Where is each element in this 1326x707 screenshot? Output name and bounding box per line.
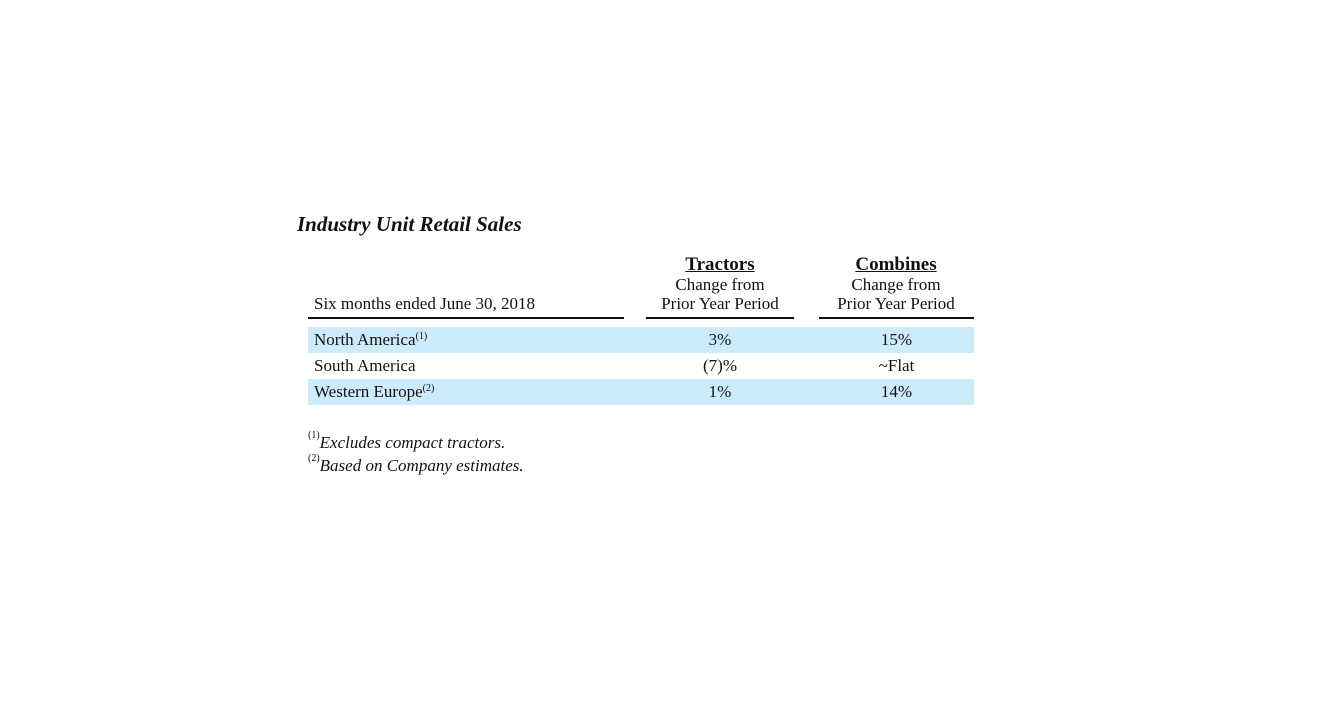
footnote-1: (1)Excludes compact tractors. [308,430,506,453]
row-label-text: Western Europe [314,382,423,401]
combines-value: ~Flat [878,356,915,375]
header-rule-label [308,317,624,319]
table-row: Western Europe(2) 1% 14% [308,379,974,405]
footnote-text: Based on Company estimates. [319,456,524,475]
tractors-value: (7)% [703,356,737,375]
combines-column-header: Combines Change from Prior Year Period [819,254,973,313]
row-label: North America(1) [314,327,427,353]
tractors-column-header: Tractors Change from Prior Year Period [646,254,794,313]
footnote-marker: (1) [308,430,320,441]
combines-value: 15% [880,330,913,349]
footnote-marker: (2) [308,453,320,464]
tractors-value: 3% [708,330,732,349]
footnote-ref: (1) [415,331,428,342]
header-rule-combines [819,317,974,319]
period-label: Six months ended June 30, 2018 [314,294,535,313]
table-row: North America(1) 3% 15% [308,327,974,353]
row-label: South America [314,353,416,379]
tractors-heading: Tractors [685,254,755,275]
combines-subheading-1: Change from [851,275,941,294]
footnote-ref: (2) [422,383,435,394]
tractors-subheading-1: Change from [675,275,765,294]
footnote-text: Excludes compact tractors. [319,433,506,452]
row-label: Western Europe(2) [314,379,434,405]
row-label-text: North America [314,330,416,349]
footnote-2: (2)Based on Company estimates. [308,453,524,476]
combines-value: 14% [880,382,913,401]
table-title: Industry Unit Retail Sales [297,212,522,236]
row-label-text: South America [314,356,416,375]
combines-subheading-2: Prior Year Period [837,294,955,313]
combines-heading: Combines [855,254,937,275]
tractors-value: 1% [708,382,732,401]
header-rule-tractors [646,317,794,319]
tractors-subheading-2: Prior Year Period [661,294,779,313]
table-row: South America (7)% ~Flat [308,353,974,379]
